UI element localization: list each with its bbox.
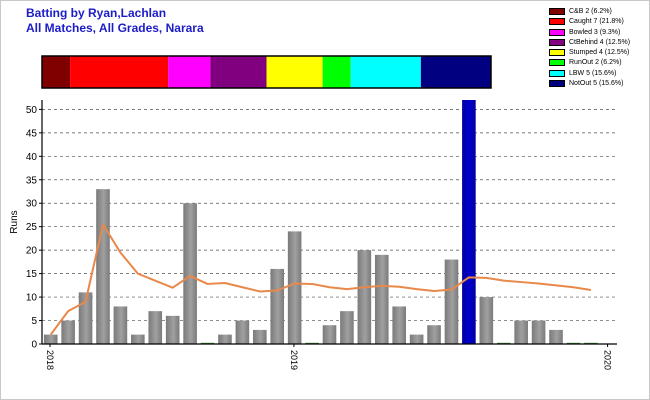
legend-swatch <box>549 80 565 88</box>
innings-bar <box>131 334 145 344</box>
innings-bar <box>165 315 180 344</box>
legend-label: Bowled 3 (9.3%) <box>569 28 621 36</box>
innings-bar <box>287 231 302 344</box>
innings-bar <box>235 320 250 344</box>
legend-label: LBW 5 (15.6%) <box>569 69 617 77</box>
innings-bar <box>357 250 372 344</box>
legend-item: Stumped 4 (12.5%) <box>549 48 649 58</box>
dismissal-strip-border <box>41 55 492 89</box>
legend-item: NotOut 5 (15.6%) <box>549 79 649 89</box>
dismissal-segment-runout <box>322 56 351 88</box>
innings-bar <box>444 259 459 344</box>
legend-swatch <box>549 38 565 46</box>
y-tick-label: 10 <box>26 293 38 304</box>
dismissal-segment-c&b <box>42 56 71 88</box>
x-date-label: 2019 <box>289 350 299 370</box>
title-block: Batting by Ryan,Lachlan All Matches, All… <box>26 6 204 36</box>
innings-bar <box>374 254 389 344</box>
dismissal-segment-notout <box>420 56 491 88</box>
innings-bar <box>479 297 494 344</box>
legend-item: RunOut 2 (6.2%) <box>549 58 649 68</box>
legend-label: CtBehind 4 (12.5%) <box>569 38 631 46</box>
y-tick-label: 35 <box>26 175 38 186</box>
dismissal-segment-ctbehind <box>210 56 267 88</box>
dismissal-segment-bowled <box>168 56 211 88</box>
dismissal-segment-caught <box>70 56 169 88</box>
legend-swatch <box>549 28 565 36</box>
legend-item: CtBehind 4 (12.5%) <box>549 38 649 48</box>
average-line <box>49 223 592 336</box>
innings-bar <box>427 325 441 344</box>
legend-label: Caught 7 (21.8%) <box>569 18 624 26</box>
innings-bar <box>218 334 232 344</box>
y-tick-label: 15 <box>26 269 38 280</box>
legend-item: C&B 2 (6.2%) <box>549 7 649 17</box>
legend-label: NotOut 5 (15.6%) <box>569 80 624 88</box>
innings-bar <box>409 334 424 344</box>
y-tick-label: 0 <box>31 340 37 351</box>
innings-bar <box>113 306 128 344</box>
chart-title: Batting by Ryan,Lachlan <box>26 6 167 20</box>
innings-bar <box>514 320 528 344</box>
legend-label: C&B 2 (6.2%) <box>569 8 612 15</box>
innings-bar <box>148 311 163 344</box>
legend-swatch <box>549 69 565 77</box>
innings-bar <box>392 306 406 344</box>
legend: C&B 2 (6.2%) Caught 7 (21.8%) Bowled 3 (9.… <box>549 7 649 89</box>
legend-item: LBW 5 (15.6%) <box>549 69 649 79</box>
x-date-label: 2020 <box>603 350 613 370</box>
y-tick-label: 30 <box>26 199 38 210</box>
legend-swatch <box>549 49 565 57</box>
dismissal-segment-lbw <box>350 56 421 88</box>
legend-swatch <box>549 59 565 67</box>
legend-item: Caught 7 (21.8%) <box>549 17 649 27</box>
innings-bar <box>96 189 110 344</box>
innings-bar <box>270 268 285 344</box>
innings-bar <box>531 320 546 344</box>
x-date-label: 2018 <box>45 350 55 370</box>
dismissal-segment-stumped <box>266 56 323 88</box>
legend-item: Bowled 3 (9.3%) <box>549 28 649 38</box>
y-tick-label: 45 <box>26 128 38 139</box>
y-axis-label: Runs <box>9 210 20 233</box>
innings-bar <box>183 203 197 344</box>
innings-bar <box>78 292 93 344</box>
legend-label: RunOut 2 (6.2%) <box>569 59 622 67</box>
innings-bar <box>43 334 58 344</box>
chart-subtitle: All Matches, All Grades, Narara <box>26 21 204 35</box>
legend-label: Stumped 4 (12.5%) <box>569 49 630 57</box>
y-tick-label: 25 <box>26 222 38 233</box>
y-tick-label: 50 <box>26 105 38 116</box>
innings-bar <box>462 100 476 344</box>
innings-bar <box>340 311 354 344</box>
innings-bar <box>549 329 563 344</box>
innings-bar <box>253 329 267 344</box>
legend-swatch <box>549 8 565 15</box>
y-tick-label: 40 <box>26 152 38 163</box>
innings-bar <box>322 325 337 344</box>
y-tick-label: 20 <box>26 246 38 257</box>
innings-bar <box>61 320 75 344</box>
legend-swatch <box>549 18 565 26</box>
y-tick-label: 5 <box>31 316 37 327</box>
